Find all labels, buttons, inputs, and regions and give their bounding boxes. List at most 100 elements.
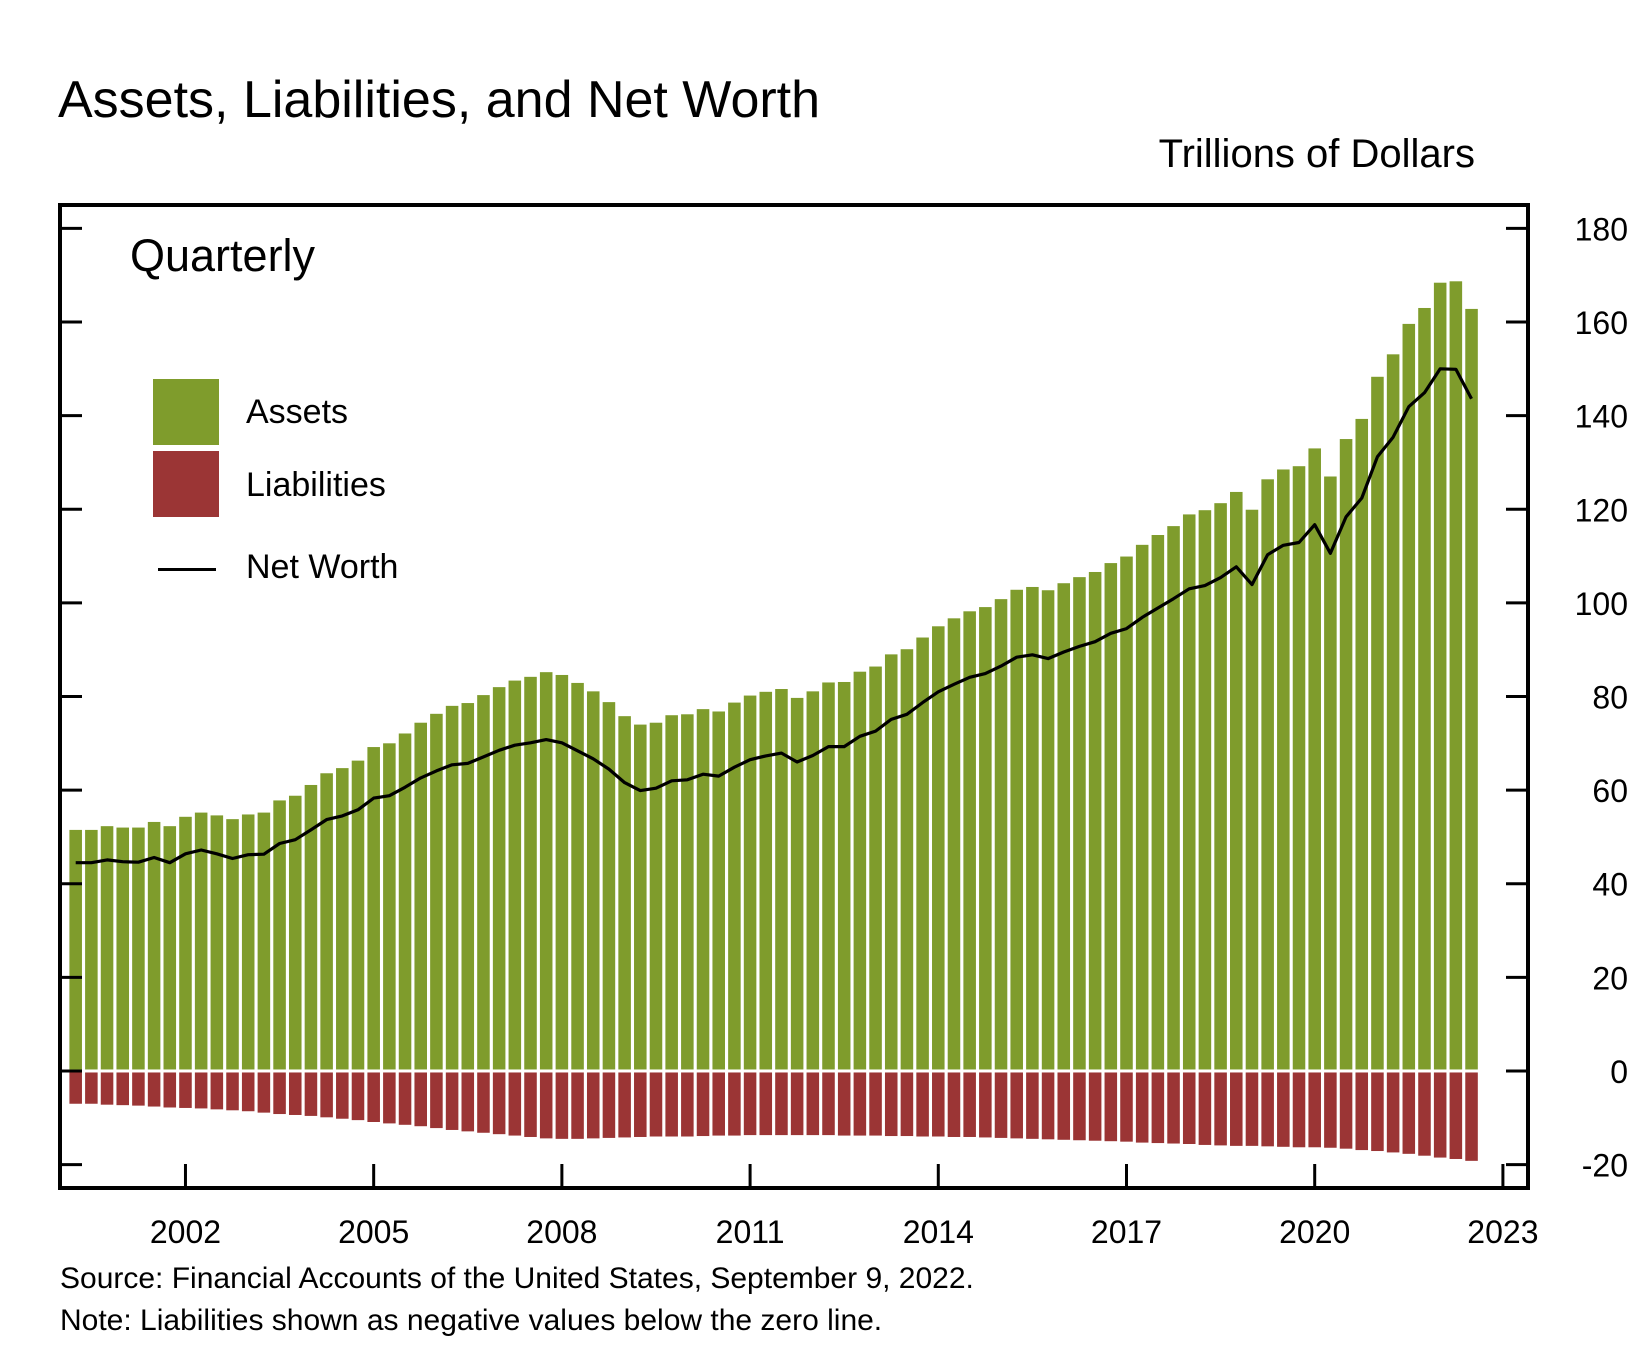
liability-bar [649,1072,663,1137]
asset-bar [1418,307,1431,1070]
liability-bar [430,1072,443,1129]
liability-bar [1135,1072,1149,1143]
asset-bar [884,654,898,1070]
asset-bar [1324,476,1337,1070]
asset-bar [1104,563,1118,1070]
legend-swatch-liabilities [153,451,219,517]
asset-bar [116,827,130,1070]
liability-bar [1433,1072,1447,1158]
asset-bar [320,773,333,1070]
liability-bar [304,1072,318,1116]
liability-bar [790,1072,804,1136]
liability-bar [414,1072,427,1127]
asset-bar [1355,418,1369,1070]
x-tick-label: 2020 [1279,1214,1350,1250]
liability-bar [367,1072,380,1122]
liability-bar [1198,1072,1212,1145]
asset-bar [947,618,961,1070]
asset-bar [1371,376,1384,1070]
liability-bar [1292,1072,1306,1148]
asset-bar [963,611,976,1070]
asset-bar [351,760,365,1070]
asset-bar [696,709,710,1070]
asset-bar [179,816,192,1070]
liability-bar [696,1072,710,1137]
liability-bar [555,1072,569,1139]
liability-bar [979,1072,992,1138]
liability-bar [1010,1072,1023,1139]
asset-bar [241,814,255,1070]
asset-bar [994,599,1008,1070]
liability-bar [163,1072,177,1108]
liability-bar [508,1072,522,1136]
liability-bar [712,1072,725,1136]
asset-bar [790,697,804,1070]
liability-bar [947,1072,961,1137]
asset-bar [1135,544,1149,1070]
liability-bar [477,1072,490,1133]
asset-bar [806,691,820,1070]
liability-bar [1277,1072,1290,1147]
liability-bar [320,1072,333,1118]
asset-bar [430,713,443,1070]
asset-bar [649,722,663,1070]
y-tick-label: 60 [1592,773,1628,809]
asset-bar [85,829,98,1070]
legend-label-liabilities: Liabilities [246,466,386,504]
liability-bar [1182,1072,1196,1144]
asset-bar [822,682,835,1070]
liability-bar [492,1072,506,1135]
asset-bar [1073,577,1086,1070]
liability-bar [1057,1072,1071,1140]
liability-bar [1371,1072,1384,1152]
asset-bar [69,829,82,1070]
liability-bar [1386,1072,1400,1153]
liability-bar [383,1072,396,1124]
asset-bar [1261,479,1274,1070]
y-tick-label: 180 [1575,211,1628,247]
asset-bar [210,815,224,1070]
liability-bar [179,1072,192,1108]
liability-bar [1104,1072,1118,1142]
asset-bar [1292,466,1306,1070]
asset-bar [1088,571,1102,1070]
asset-bar [775,689,788,1070]
liability-bar [539,1072,553,1139]
liability-bar [963,1072,976,1137]
liability-bar [257,1072,271,1113]
asset-bar [1308,448,1321,1070]
liability-bar [241,1072,255,1112]
asset-bar [586,691,600,1070]
asset-bar [837,681,851,1070]
chart-title: Assets, Liabilities, and Net Worth [58,71,821,129]
asset-bar [1402,323,1416,1070]
y-tick-label: 40 [1592,867,1628,903]
liability-bar [1026,1072,1039,1139]
liability-bar [1120,1072,1133,1142]
liability-bar [1465,1072,1478,1161]
footnote: Note: Liabilities shown as negative valu… [60,1304,883,1337]
legend-label-assets: Assets [246,393,349,431]
liability-bar [85,1072,98,1104]
x-tick-label: 2008 [526,1214,597,1250]
asset-bar [1198,510,1212,1070]
liability-bar [524,1072,537,1137]
liability-bar [932,1072,945,1137]
liability-bar [1418,1072,1431,1156]
liability-bar [336,1072,349,1119]
liability-bar [1245,1072,1259,1146]
liability-bar [884,1072,898,1137]
asset-bar [226,819,239,1070]
liability-bar [132,1072,145,1106]
asset-bar [398,733,412,1070]
asset-bar [728,702,741,1070]
asset-bar [1041,590,1055,1070]
asset-bar [524,676,537,1070]
liability-bar [822,1072,835,1136]
asset-bar [1182,514,1196,1070]
asset-bar [1151,535,1165,1070]
asset-bar [100,826,114,1070]
liability-bar [210,1072,224,1110]
x-tick-label: 2014 [903,1214,974,1250]
asset-bar [1167,526,1180,1070]
